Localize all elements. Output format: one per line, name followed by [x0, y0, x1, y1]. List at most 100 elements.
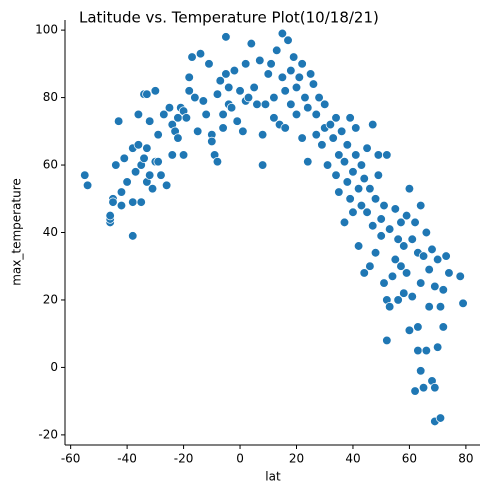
point [260, 99, 271, 109]
point [353, 241, 364, 251]
point [373, 170, 384, 180]
chart-title: Latitude vs. Temperature Plot(10/18/21) [79, 9, 379, 27]
y-tick-label: 100 [35, 23, 58, 37]
point [280, 86, 290, 96]
point [317, 140, 327, 150]
point [365, 261, 375, 271]
point [257, 160, 268, 170]
point [401, 268, 412, 278]
point [277, 72, 288, 82]
point [433, 254, 443, 265]
point [145, 170, 155, 180]
point [224, 82, 234, 93]
point [421, 345, 432, 356]
y-tick-label: 60 [43, 158, 58, 172]
point [277, 28, 288, 39]
point [435, 302, 446, 312]
point [320, 99, 330, 109]
x-axis-label: lat [265, 470, 281, 484]
y-tick-label: -20 [38, 427, 58, 441]
point [348, 207, 358, 217]
point [105, 210, 115, 221]
point [280, 123, 290, 133]
point [404, 325, 415, 335]
point [438, 285, 448, 295]
point [229, 65, 240, 76]
point [221, 69, 231, 79]
point [198, 96, 208, 106]
point [376, 231, 386, 241]
point [416, 200, 426, 211]
point [221, 32, 231, 42]
point [368, 221, 378, 231]
point [418, 251, 429, 261]
point [283, 35, 293, 45]
point [161, 180, 172, 190]
point [322, 160, 333, 170]
point [303, 103, 313, 113]
point [455, 271, 465, 281]
point [430, 383, 440, 393]
point [421, 227, 432, 238]
point [113, 116, 124, 126]
point [401, 210, 412, 221]
point [243, 92, 254, 103]
point [173, 133, 183, 143]
point [167, 150, 177, 160]
point [410, 386, 420, 396]
point [122, 177, 132, 187]
point [413, 322, 423, 332]
point [269, 92, 279, 103]
point [159, 109, 169, 120]
point [232, 116, 242, 126]
x-tick-label: -40 [117, 452, 137, 466]
x-tick-label: 80 [458, 452, 473, 466]
point [286, 99, 296, 109]
point [133, 140, 144, 150]
point [212, 89, 223, 99]
point [252, 99, 262, 109]
point [368, 119, 378, 130]
point [116, 200, 127, 211]
point [444, 268, 454, 278]
point [342, 177, 352, 187]
point [404, 184, 415, 194]
point [142, 143, 152, 153]
point [190, 92, 200, 103]
point [385, 224, 395, 234]
point [362, 207, 372, 217]
point [387, 271, 398, 281]
point [373, 150, 384, 160]
point [345, 113, 355, 123]
point [382, 335, 392, 346]
point [351, 150, 361, 160]
point [289, 52, 299, 62]
point [218, 109, 228, 120]
point [142, 89, 152, 99]
point [334, 187, 344, 197]
point [393, 234, 403, 244]
point [433, 342, 443, 352]
point [153, 130, 163, 140]
point [218, 123, 228, 133]
y-tick-label: 40 [43, 225, 58, 239]
point [339, 157, 350, 167]
x-tick-label: 0 [236, 452, 244, 466]
point [342, 140, 352, 150]
point [416, 366, 426, 376]
point [294, 72, 304, 82]
point [184, 86, 194, 96]
point [345, 194, 355, 204]
x-tick-label: 60 [402, 452, 417, 466]
point [238, 126, 248, 136]
point [337, 126, 347, 136]
x-tick-label: 40 [345, 452, 360, 466]
point [128, 231, 138, 241]
point [331, 113, 341, 123]
point [181, 113, 192, 123]
point [108, 197, 118, 207]
point [331, 170, 341, 180]
point [379, 200, 389, 211]
point [187, 52, 197, 62]
